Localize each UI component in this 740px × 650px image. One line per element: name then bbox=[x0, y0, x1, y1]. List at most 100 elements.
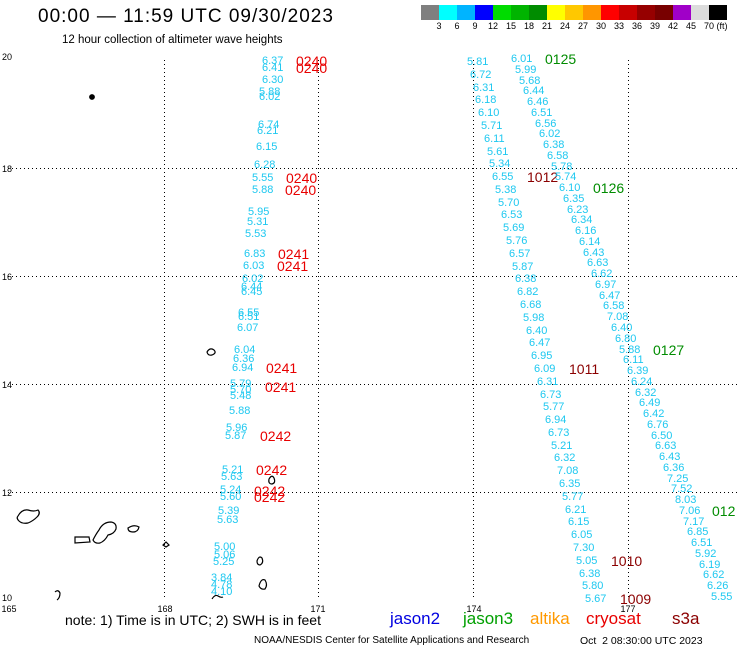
wave-height-value: 6.35 bbox=[563, 193, 585, 205]
wave-height-value: 5.68 bbox=[519, 75, 541, 87]
pass-label: 1009 bbox=[620, 591, 652, 607]
lat-tick-label: 20 bbox=[2, 52, 13, 62]
pass-label: 0241 bbox=[265, 379, 297, 395]
island-outline bbox=[127, 525, 140, 533]
generated-timestamp: Oct 2 08:30:00 UTC 2023 bbox=[580, 635, 703, 647]
pass-label: 0242 bbox=[260, 428, 292, 444]
color-scale-tick: 27 bbox=[577, 21, 589, 31]
wave-height-value: 5.24 bbox=[220, 484, 242, 496]
wave-height-value: 6.94 bbox=[232, 362, 254, 374]
pass-label: 0241 bbox=[277, 258, 309, 274]
color-scale-swatch bbox=[493, 5, 511, 20]
color-scale-tick: 30 bbox=[595, 21, 607, 31]
lat-tick-label: 14 bbox=[2, 380, 13, 390]
wave-height-value: 5.67 bbox=[585, 593, 607, 605]
color-scale-tick: 36 bbox=[631, 21, 643, 31]
wave-height-value: 8.03 bbox=[675, 494, 697, 506]
wave-height-value: 6.36 bbox=[233, 353, 255, 365]
color-scale-tick: 45 bbox=[685, 21, 697, 31]
wave-height-value: 5.25 bbox=[213, 556, 235, 568]
wave-height-value: 7.08 bbox=[607, 311, 629, 323]
wave-height-value: 7.52 bbox=[671, 483, 693, 495]
wave-height-value: 5.71 bbox=[481, 120, 503, 132]
pass-label: 1011 bbox=[569, 361, 600, 377]
wave-height-value: 5.00 bbox=[214, 541, 236, 553]
wave-height-value: 7.06 bbox=[679, 505, 701, 517]
wave-height-value: 6.01 bbox=[511, 53, 533, 65]
pass-label: 0240 bbox=[285, 182, 317, 198]
wave-height-value: 6.76 bbox=[647, 419, 669, 431]
wave-height-value: 5.77 bbox=[543, 401, 565, 413]
color-scale-swatch bbox=[637, 5, 655, 20]
wave-height-value: 6.21 bbox=[565, 504, 587, 516]
land bbox=[16, 94, 276, 601]
wave-height-value: 5.81 bbox=[467, 56, 489, 68]
wave-height-value: 6.46 bbox=[527, 96, 549, 108]
grid bbox=[8, 60, 737, 600]
wave-height-value: 6.30 bbox=[262, 74, 284, 86]
wave-height-value: 6.73 bbox=[540, 389, 562, 401]
lat-tick-label: 12 bbox=[2, 488, 13, 498]
color-scale-swatch bbox=[439, 5, 457, 20]
wave-height-value: 6.58 bbox=[547, 150, 569, 162]
color-scale-swatch bbox=[583, 5, 601, 20]
wave-height-value: 5.95 bbox=[248, 206, 270, 218]
color-scale-tick: 21 bbox=[541, 21, 553, 31]
color-scale-tick: 6 bbox=[454, 21, 460, 31]
wave-height-value: 6.41 bbox=[262, 62, 284, 74]
wave-height-value: 5.21 bbox=[222, 464, 244, 476]
color-scale-tick: 24 bbox=[559, 21, 571, 31]
wave-height-value: 6.74 bbox=[258, 119, 280, 131]
pass-label: 0242 bbox=[254, 489, 286, 505]
wave-height-value: 6.39 bbox=[627, 365, 649, 377]
wave-height-value: 6.34 bbox=[571, 214, 593, 226]
wave-height-value: 6.51 bbox=[238, 311, 260, 323]
wave-height-value: 6.04 bbox=[234, 344, 256, 356]
wave-height-value: 4.10 bbox=[211, 586, 233, 598]
wave-height-value: 6.50 bbox=[651, 430, 673, 442]
island-outline bbox=[211, 594, 224, 600]
wave-height-value: 5.70 bbox=[498, 197, 520, 209]
wave-height-value: 6.44 bbox=[241, 281, 263, 293]
color-scale-tick: 33 bbox=[613, 21, 625, 31]
wave-height-value: 6.11 bbox=[623, 354, 644, 366]
wave-height-value: 6.55 bbox=[492, 171, 514, 183]
wave-height-value: 5.21 bbox=[551, 440, 573, 452]
wave-height-value: 6.09 bbox=[534, 363, 556, 375]
wave-height-value: 3.84 bbox=[211, 572, 233, 584]
color-scale-swatch bbox=[601, 5, 619, 20]
wave-height-value: 5.87 bbox=[512, 261, 534, 273]
wave-height-value: 6.68 bbox=[520, 299, 542, 311]
island-outline bbox=[258, 579, 268, 590]
wave-height-value: 5.38 bbox=[495, 184, 517, 196]
wave-height-value: 7.17 bbox=[683, 516, 705, 528]
wave-height-value: 6.94 bbox=[545, 414, 567, 426]
wave-height-value: 5.74 bbox=[555, 171, 577, 183]
wave-height-value: 5.99 bbox=[515, 64, 537, 76]
color-scale-swatch bbox=[673, 5, 691, 20]
map-title: 00:00 — 11:59 UTC 09/30/2023 bbox=[38, 6, 334, 27]
wave-height-value: 5.55 bbox=[252, 172, 274, 184]
wave-height-value: 6.45 bbox=[241, 286, 263, 298]
wave-height-value: 5.88 bbox=[619, 344, 641, 356]
wave-height-value: 6.31 bbox=[473, 82, 495, 94]
wave-height-value: 6.15 bbox=[256, 141, 278, 153]
pass-label: 0241 bbox=[278, 246, 310, 262]
satellite-legend-item: jason2 bbox=[390, 609, 441, 628]
wave-height-value: 5.69 bbox=[503, 222, 525, 234]
wave-height-value: 6.83 bbox=[244, 248, 266, 260]
wave-height-value: 5.60 bbox=[220, 491, 242, 503]
wave-height-value: 6.10 bbox=[559, 182, 581, 194]
wave-height-value: 5.80 bbox=[582, 580, 604, 592]
color-scale-tick: 70 bbox=[703, 21, 715, 31]
color-scale-swatch bbox=[475, 5, 493, 20]
wave-height-value: 6.62 bbox=[703, 569, 725, 581]
lat-tick-label: 16 bbox=[2, 272, 13, 282]
island-outline bbox=[92, 521, 117, 544]
wave-height-value: 5.98 bbox=[523, 312, 545, 324]
wave-height-value: 6.38 bbox=[515, 273, 537, 285]
wave-height-value: 6.53 bbox=[501, 209, 523, 221]
wave-height-value: 4.78 bbox=[211, 579, 233, 591]
